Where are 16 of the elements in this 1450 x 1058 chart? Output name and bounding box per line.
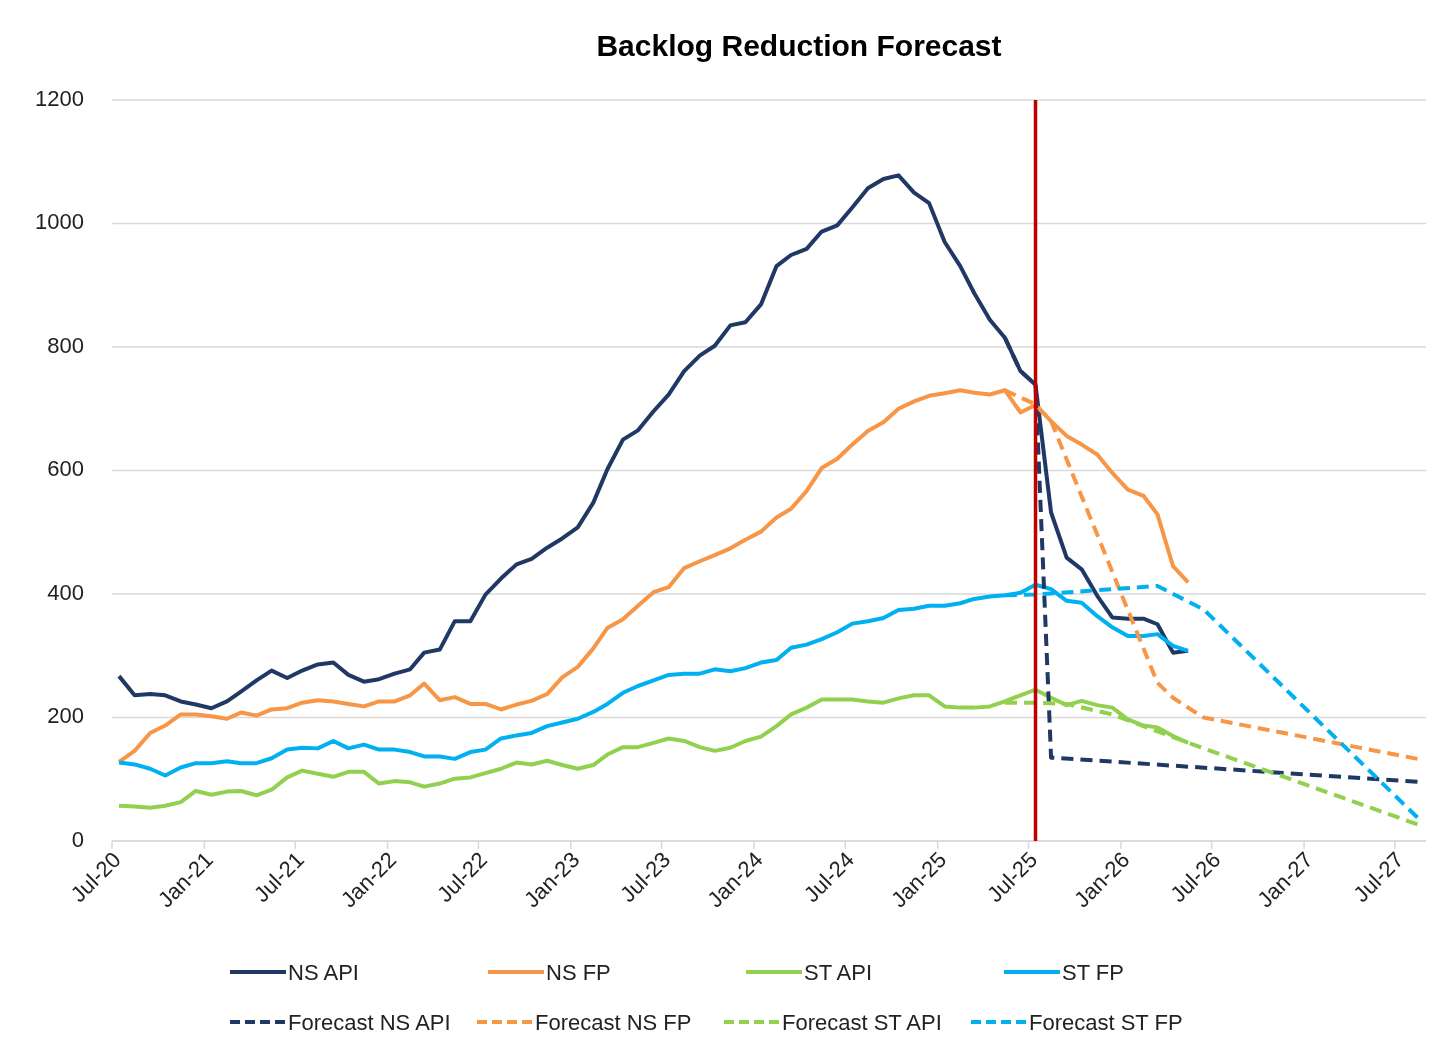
legend-label: Forecast ST API [782, 1010, 942, 1035]
y-tick-label: 600 [47, 456, 84, 482]
legend-label: Forecast NS API [288, 1010, 451, 1035]
y-tick-label: 0 [71, 826, 84, 852]
y-tick-label: 1000 [35, 209, 84, 235]
y-tick-label: 1200 [35, 85, 84, 111]
y-tick-label: 400 [47, 579, 84, 605]
legend-label: ST API [804, 960, 873, 985]
legend-label: ST FP [1062, 960, 1124, 985]
legend-label: Forecast NS FP [535, 1010, 692, 1035]
y-tick-label: 200 [47, 703, 84, 729]
legend-label: Forecast ST FP [1029, 1010, 1183, 1035]
chart-title: Backlog Reduction Forecast [596, 29, 1002, 62]
legend-label: NS API [288, 960, 359, 985]
y-tick-label: 800 [47, 332, 84, 358]
legend-label: NS FP [546, 960, 611, 985]
